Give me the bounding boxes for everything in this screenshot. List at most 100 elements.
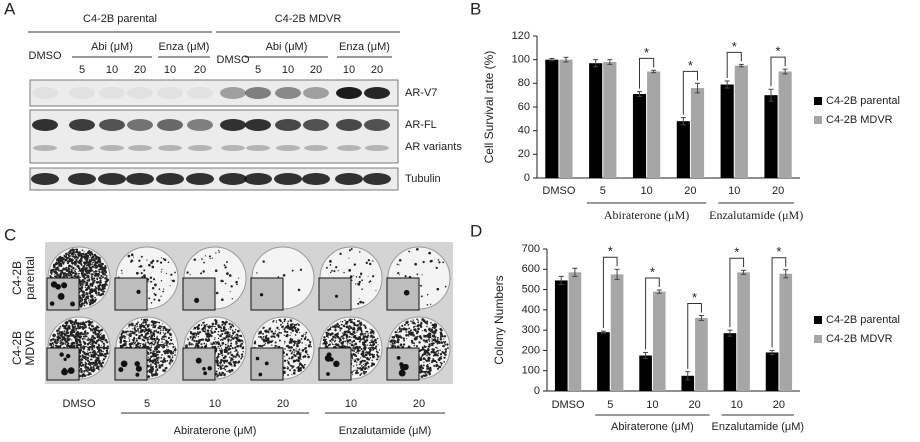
colony <box>203 340 204 341</box>
colony <box>415 330 417 332</box>
colony <box>143 319 145 321</box>
colony <box>153 334 155 336</box>
colony <box>70 256 71 257</box>
colony <box>154 351 155 352</box>
colony <box>373 356 375 358</box>
blot-band <box>244 173 272 185</box>
colony <box>91 260 93 262</box>
colony <box>352 349 353 350</box>
colony <box>131 331 133 333</box>
panel-label: D <box>470 221 482 240</box>
colony <box>51 339 53 341</box>
colony <box>130 342 133 345</box>
lane-label: 20 <box>371 64 383 76</box>
colony <box>82 291 85 294</box>
colony <box>202 322 204 324</box>
colony <box>64 325 66 327</box>
colony <box>441 351 443 353</box>
colony <box>437 368 439 370</box>
colony <box>80 284 82 286</box>
colony <box>161 257 162 258</box>
colony <box>293 369 296 372</box>
colony <box>326 345 327 346</box>
inset-colony <box>50 301 55 306</box>
colony <box>348 269 351 272</box>
colony <box>69 273 70 274</box>
colony <box>228 341 230 343</box>
colony <box>228 370 231 373</box>
colony <box>159 327 161 329</box>
colony <box>334 329 336 331</box>
colony <box>82 249 84 251</box>
colony <box>344 320 345 321</box>
colony <box>96 342 97 343</box>
colony <box>59 274 60 275</box>
colony <box>59 335 60 336</box>
colony <box>296 341 297 342</box>
colony <box>421 295 423 297</box>
colony <box>152 360 155 363</box>
colony <box>71 339 72 340</box>
colony <box>226 362 227 363</box>
column-label: 20 <box>277 398 289 410</box>
colony <box>205 255 206 256</box>
colony <box>329 260 332 263</box>
colony <box>230 357 232 359</box>
colony <box>360 274 362 276</box>
colony <box>91 289 94 292</box>
colony <box>398 264 399 265</box>
colony <box>163 329 165 331</box>
colony <box>76 344 78 346</box>
inset <box>319 278 351 310</box>
colony <box>87 351 88 352</box>
colony <box>102 293 104 295</box>
colony <box>217 363 219 365</box>
colony <box>372 275 374 277</box>
colony <box>406 321 409 324</box>
colony <box>85 331 87 333</box>
colony <box>68 270 69 271</box>
colony <box>71 346 72 347</box>
colony <box>354 370 355 371</box>
colony <box>433 340 434 341</box>
colony <box>351 341 353 343</box>
inset <box>115 348 147 380</box>
colony <box>86 282 88 284</box>
colony <box>73 251 75 253</box>
colony <box>444 353 447 356</box>
colony <box>170 285 171 286</box>
colony <box>215 269 218 272</box>
colony <box>209 336 211 338</box>
colony <box>149 329 152 332</box>
colony <box>307 340 308 341</box>
colony <box>222 280 224 282</box>
colony <box>129 339 130 340</box>
inset-colony <box>121 360 128 367</box>
colony <box>426 346 427 347</box>
colony <box>159 288 161 290</box>
colony <box>152 324 154 326</box>
colony <box>325 332 327 334</box>
colony <box>428 368 430 370</box>
colony <box>228 328 229 329</box>
colony <box>200 343 202 345</box>
colony <box>206 344 207 345</box>
colony <box>87 262 88 263</box>
colony <box>351 333 353 335</box>
colony <box>421 318 424 321</box>
colony <box>141 256 143 258</box>
colony <box>373 355 374 356</box>
blot-band <box>99 87 125 99</box>
inset-colony <box>59 352 63 356</box>
colony <box>234 351 235 352</box>
colony <box>198 340 200 342</box>
colony <box>423 357 426 360</box>
colony <box>394 340 395 341</box>
colony <box>84 305 86 307</box>
colony <box>98 348 100 350</box>
colony <box>88 349 90 351</box>
colony <box>356 358 357 359</box>
colony <box>303 334 304 335</box>
colony <box>227 353 229 355</box>
colony <box>440 328 442 330</box>
